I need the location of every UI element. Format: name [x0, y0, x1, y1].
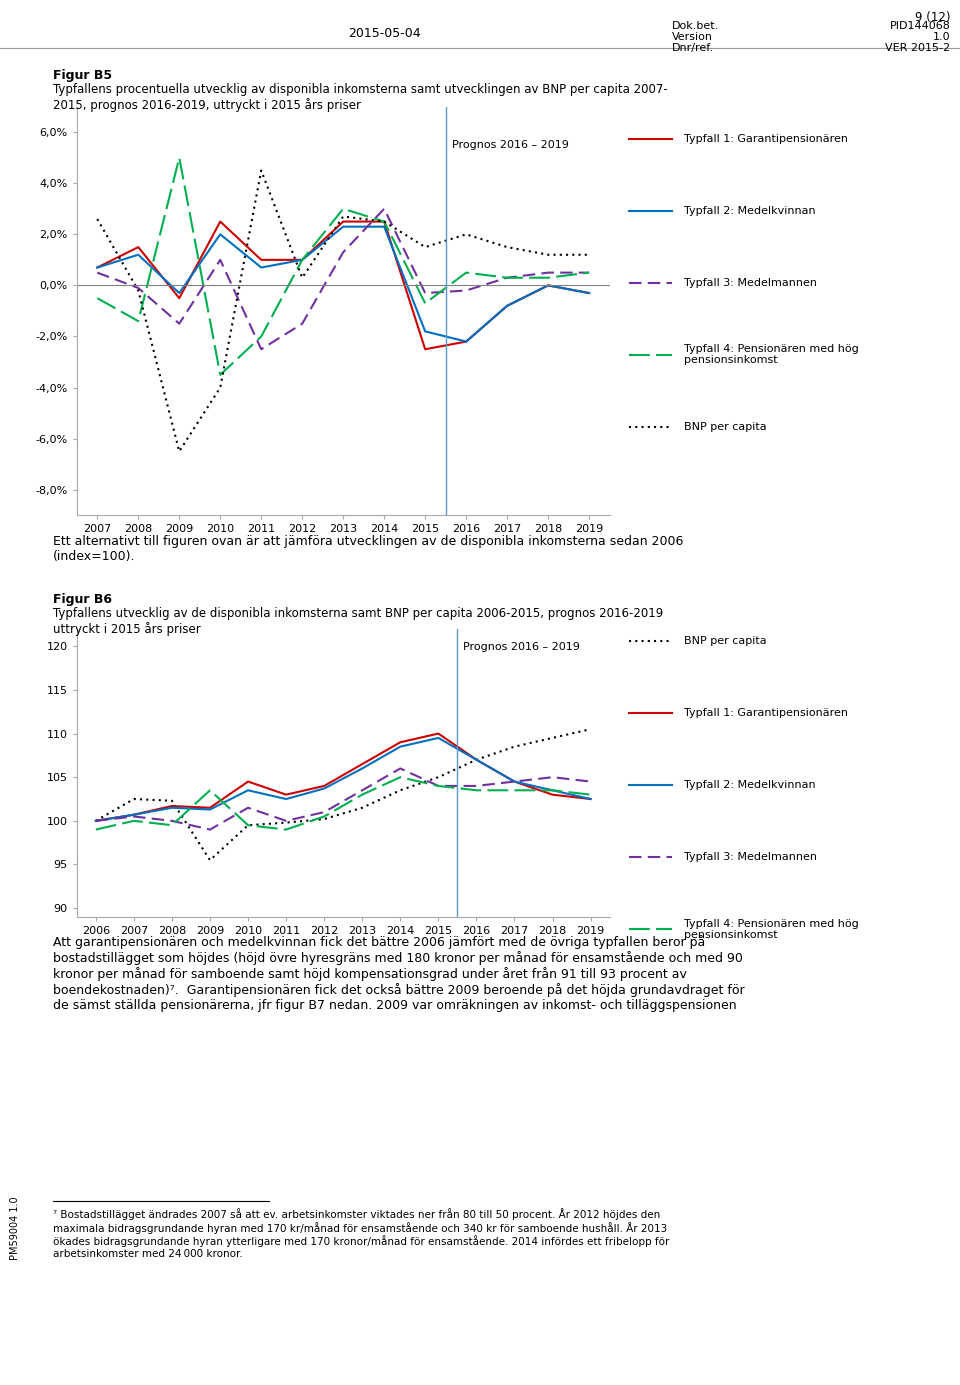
Text: VER 2015-2: VER 2015-2 — [885, 43, 950, 53]
Text: Typfall 2: Medelkvinnan: Typfall 2: Medelkvinnan — [684, 780, 815, 791]
Text: Typfall 3: Medelmannen: Typfall 3: Medelmannen — [684, 852, 817, 863]
Text: ⁷ Bostadstillägget ändrades 2007 så att ev. arbetsinkomster viktades ner från 80: ⁷ Bostadstillägget ändrades 2007 så att … — [53, 1208, 669, 1259]
Text: Typfall 4: Pensionären med hög
pensionsinkomst: Typfall 4: Pensionären med hög pensionsi… — [684, 918, 858, 940]
Text: Typfall 3: Medelmannen: Typfall 3: Medelmannen — [684, 277, 817, 288]
Text: PID144068: PID144068 — [890, 21, 950, 30]
Text: Prognos 2016 – 2019: Prognos 2016 – 2019 — [452, 140, 568, 150]
Text: Ett alternativt till figuren ovan är att jämföra utvecklingen av de disponibla i: Ett alternativt till figuren ovan är att… — [53, 535, 684, 562]
Text: 1.0: 1.0 — [933, 32, 950, 42]
Text: BNP per capita: BNP per capita — [684, 421, 766, 432]
Text: PM59004 1.0: PM59004 1.0 — [10, 1197, 19, 1260]
Text: Figur B5: Figur B5 — [53, 69, 112, 82]
Text: 2015-05-04: 2015-05-04 — [348, 26, 420, 40]
Text: 9 (12): 9 (12) — [915, 11, 950, 24]
Text: Typfall 1: Garantipensionären: Typfall 1: Garantipensionären — [684, 133, 848, 144]
Text: Dok.bet.: Dok.bet. — [672, 21, 719, 30]
Text: Typfallens procentuella utvecklig av disponibla inkomsterna samt utvecklingen av: Typfallens procentuella utvecklig av dis… — [53, 83, 667, 112]
Text: Typfall 1: Garantipensionären: Typfall 1: Garantipensionären — [684, 708, 848, 719]
Text: BNP per capita: BNP per capita — [684, 636, 766, 647]
Text: Version: Version — [672, 32, 713, 42]
Text: Typfallens utvecklig av de disponibla inkomsterna samt BNP per capita 2006-2015,: Typfallens utvecklig av de disponibla in… — [53, 607, 663, 636]
Text: Typfall 2: Medelkvinnan: Typfall 2: Medelkvinnan — [684, 205, 815, 216]
Text: Figur B6: Figur B6 — [53, 593, 111, 605]
Text: Typfall 4: Pensionären med hög
pensionsinkomst: Typfall 4: Pensionären med hög pensionsi… — [684, 343, 858, 366]
Text: Prognos 2016 – 2019: Prognos 2016 – 2019 — [463, 641, 580, 652]
Text: Dnr/ref.: Dnr/ref. — [672, 43, 714, 53]
Text: Att garantipensionären och medelkvinnan fick det bättre 2006 jämfört med de övri: Att garantipensionären och medelkvinnan … — [53, 935, 744, 1012]
